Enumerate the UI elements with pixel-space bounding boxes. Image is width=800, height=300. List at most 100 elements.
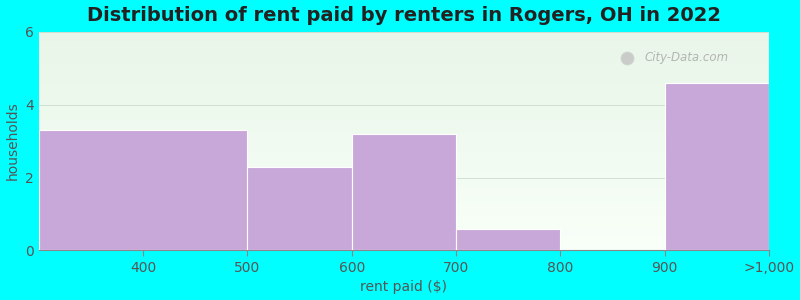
Bar: [39, 209, 769, 210]
Bar: [39, 76, 769, 78]
Bar: [39, 158, 769, 159]
Bar: [39, 195, 769, 196]
Bar: [39, 144, 769, 145]
Bar: [39, 132, 769, 134]
Bar: [39, 78, 769, 79]
Bar: [39, 97, 769, 98]
Bar: [39, 74, 769, 75]
Bar: [39, 152, 769, 153]
Bar: [39, 219, 769, 220]
Bar: [39, 142, 769, 143]
Bar: [39, 48, 769, 49]
Bar: [39, 224, 769, 225]
Bar: [39, 175, 769, 176]
Bar: [39, 88, 769, 90]
Bar: [39, 96, 769, 97]
Bar: [39, 91, 769, 92]
Bar: [39, 237, 769, 238]
Bar: [39, 100, 769, 102]
Bar: [39, 246, 769, 247]
Bar: [39, 72, 769, 73]
Bar: [39, 92, 769, 93]
Bar: [39, 41, 769, 43]
Bar: [39, 168, 769, 169]
Bar: [39, 189, 769, 190]
Bar: [39, 55, 769, 56]
Bar: [39, 119, 769, 120]
Bar: [39, 181, 769, 182]
Bar: [39, 93, 769, 94]
Bar: [39, 136, 769, 137]
Bar: [39, 86, 769, 88]
Bar: [39, 233, 769, 234]
Bar: [39, 206, 769, 207]
Bar: [39, 53, 769, 55]
Bar: [39, 153, 769, 154]
Bar: [39, 190, 769, 191]
Y-axis label: households: households: [6, 102, 19, 180]
Bar: [39, 166, 769, 167]
Bar: [39, 70, 769, 71]
Bar: [39, 215, 769, 217]
Bar: [39, 241, 769, 242]
Bar: [39, 238, 769, 239]
Bar: [39, 169, 769, 171]
Bar: [39, 44, 769, 45]
Bar: [39, 186, 769, 187]
Bar: [39, 222, 769, 223]
Bar: [39, 116, 769, 117]
Bar: [39, 165, 769, 166]
Bar: [39, 176, 769, 177]
Bar: [247, 167, 352, 250]
Bar: [39, 203, 769, 205]
Bar: [39, 201, 769, 202]
Bar: [39, 235, 769, 236]
Bar: [39, 126, 769, 127]
Bar: [39, 197, 769, 198]
Bar: [39, 49, 769, 50]
Bar: [39, 129, 769, 130]
Bar: [39, 210, 769, 211]
Bar: [39, 95, 769, 96]
Bar: [39, 98, 769, 100]
Bar: [39, 106, 769, 107]
Bar: [39, 83, 769, 84]
Bar: [39, 68, 769, 69]
Bar: [39, 177, 769, 178]
Bar: [39, 64, 769, 66]
Bar: [39, 80, 769, 81]
Bar: [39, 139, 769, 140]
Bar: [39, 245, 769, 246]
Bar: [39, 50, 769, 51]
Bar: [39, 218, 769, 219]
Bar: [39, 183, 769, 184]
Bar: [39, 108, 769, 109]
Bar: [39, 182, 769, 183]
Bar: [39, 124, 769, 125]
Bar: [39, 57, 769, 58]
Bar: [39, 47, 769, 48]
Bar: [39, 128, 769, 129]
Bar: [39, 56, 769, 57]
Bar: [352, 134, 456, 250]
Bar: [39, 211, 769, 212]
Bar: [39, 172, 769, 173]
Bar: [39, 137, 769, 138]
Bar: [39, 244, 769, 245]
Bar: [39, 234, 769, 235]
Bar: [39, 214, 769, 215]
Bar: [39, 154, 769, 155]
Bar: [39, 110, 769, 112]
Bar: [39, 118, 769, 119]
Bar: [39, 36, 769, 37]
Bar: [39, 213, 769, 214]
Bar: [39, 184, 769, 185]
Bar: [39, 38, 769, 39]
Bar: [39, 60, 769, 61]
Bar: [39, 146, 769, 148]
X-axis label: rent paid ($): rent paid ($): [360, 280, 447, 294]
Bar: [39, 43, 769, 44]
Bar: [39, 67, 769, 68]
Bar: [39, 63, 769, 64]
Bar: [39, 35, 769, 36]
